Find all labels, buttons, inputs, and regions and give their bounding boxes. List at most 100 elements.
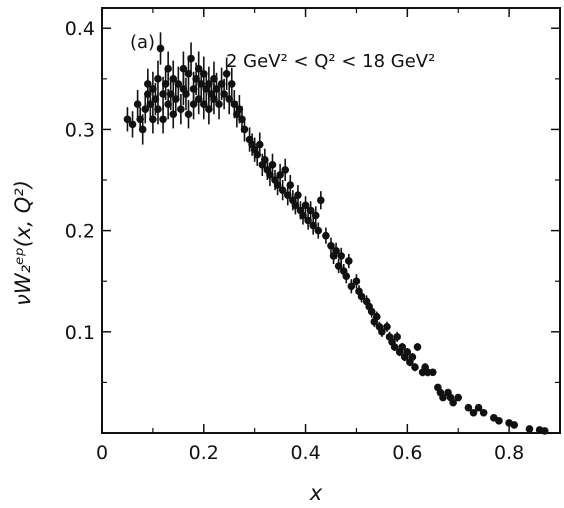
marker xyxy=(276,171,284,179)
marker xyxy=(454,393,463,402)
data-point xyxy=(378,326,386,337)
data-point xyxy=(222,57,231,90)
data-point xyxy=(215,88,223,120)
data-point xyxy=(525,425,534,433)
y-tick-label: 0.4 xyxy=(65,18,95,40)
data-point xyxy=(373,311,381,322)
data-point xyxy=(276,163,284,187)
data-point xyxy=(154,94,162,125)
marker xyxy=(154,105,162,113)
marker xyxy=(255,140,264,149)
data-point xyxy=(383,321,391,332)
q2-range-annotation: 2 GeV² < Q² < 18 GeV² xyxy=(226,51,435,72)
marker xyxy=(408,353,417,361)
marker xyxy=(182,90,190,98)
data-point xyxy=(294,185,302,206)
marker xyxy=(383,322,391,331)
marker xyxy=(301,201,310,210)
data-point xyxy=(159,105,167,134)
data-point xyxy=(408,353,417,362)
data-point xyxy=(469,408,478,417)
data-point xyxy=(123,107,132,132)
data-point xyxy=(314,222,323,239)
plot-border xyxy=(101,7,561,434)
marker xyxy=(187,54,195,63)
data-point xyxy=(411,363,419,372)
data-point xyxy=(227,67,236,101)
data-point xyxy=(144,68,152,100)
data-point xyxy=(322,227,330,244)
data-point xyxy=(428,368,437,377)
data-point xyxy=(449,398,457,407)
marker xyxy=(222,69,231,78)
marker xyxy=(345,257,353,265)
data-point xyxy=(479,408,488,417)
data-point xyxy=(177,94,185,125)
marker xyxy=(164,64,172,73)
marker xyxy=(317,196,325,205)
marker xyxy=(449,398,457,407)
data-point xyxy=(278,180,287,201)
x-tick-label: 0.4 xyxy=(290,442,320,464)
x-axis-label: x xyxy=(309,481,323,505)
marker xyxy=(540,427,549,435)
y-axis-label: νW₂ᵉᵖ(x, Q²) xyxy=(11,180,35,306)
data-point xyxy=(403,348,412,357)
marker xyxy=(294,191,302,200)
data-point xyxy=(311,206,320,225)
marker xyxy=(179,64,188,73)
data-point xyxy=(182,77,190,111)
marker xyxy=(184,110,193,119)
data-point xyxy=(255,132,264,157)
data-point xyxy=(352,274,361,289)
data-point xyxy=(342,269,351,284)
x-tick-label: 0 xyxy=(96,442,108,464)
marker xyxy=(439,393,447,402)
marker xyxy=(149,115,157,124)
x-tick-label: 0.2 xyxy=(189,442,219,464)
data-point xyxy=(510,421,518,429)
marker xyxy=(133,100,142,108)
marker xyxy=(428,368,437,377)
x-tick-label: 0.6 xyxy=(392,442,422,464)
marker xyxy=(156,44,165,53)
data-point xyxy=(189,88,198,120)
data-point xyxy=(164,51,172,86)
marker xyxy=(268,161,277,169)
data-point xyxy=(439,393,447,402)
marker xyxy=(281,166,290,174)
marker xyxy=(123,115,132,124)
marker xyxy=(474,403,483,412)
y-tick-label: 0.2 xyxy=(65,221,95,243)
data-point xyxy=(495,417,503,425)
marker xyxy=(128,120,137,129)
marker xyxy=(347,282,356,291)
data-point xyxy=(332,242,340,259)
data-point xyxy=(540,427,549,435)
data-point xyxy=(398,342,407,352)
marker xyxy=(367,307,376,316)
marker xyxy=(378,328,386,336)
marker xyxy=(469,408,478,417)
marker xyxy=(357,292,366,301)
marker xyxy=(337,252,345,260)
marker xyxy=(403,348,412,356)
data-point xyxy=(281,158,290,182)
marker xyxy=(138,125,147,134)
marker xyxy=(334,262,343,270)
marker xyxy=(227,80,236,88)
marker xyxy=(177,105,185,113)
data-point xyxy=(347,279,356,294)
data-point xyxy=(133,89,142,119)
marker xyxy=(495,417,503,425)
marker xyxy=(278,186,287,194)
data-point xyxy=(179,51,188,86)
data-point xyxy=(174,66,183,102)
marker xyxy=(332,247,340,255)
marker xyxy=(174,80,183,88)
marker xyxy=(327,241,335,250)
data-point xyxy=(367,305,376,318)
data-points xyxy=(123,32,549,435)
data-point xyxy=(454,393,463,402)
marker xyxy=(314,226,323,235)
